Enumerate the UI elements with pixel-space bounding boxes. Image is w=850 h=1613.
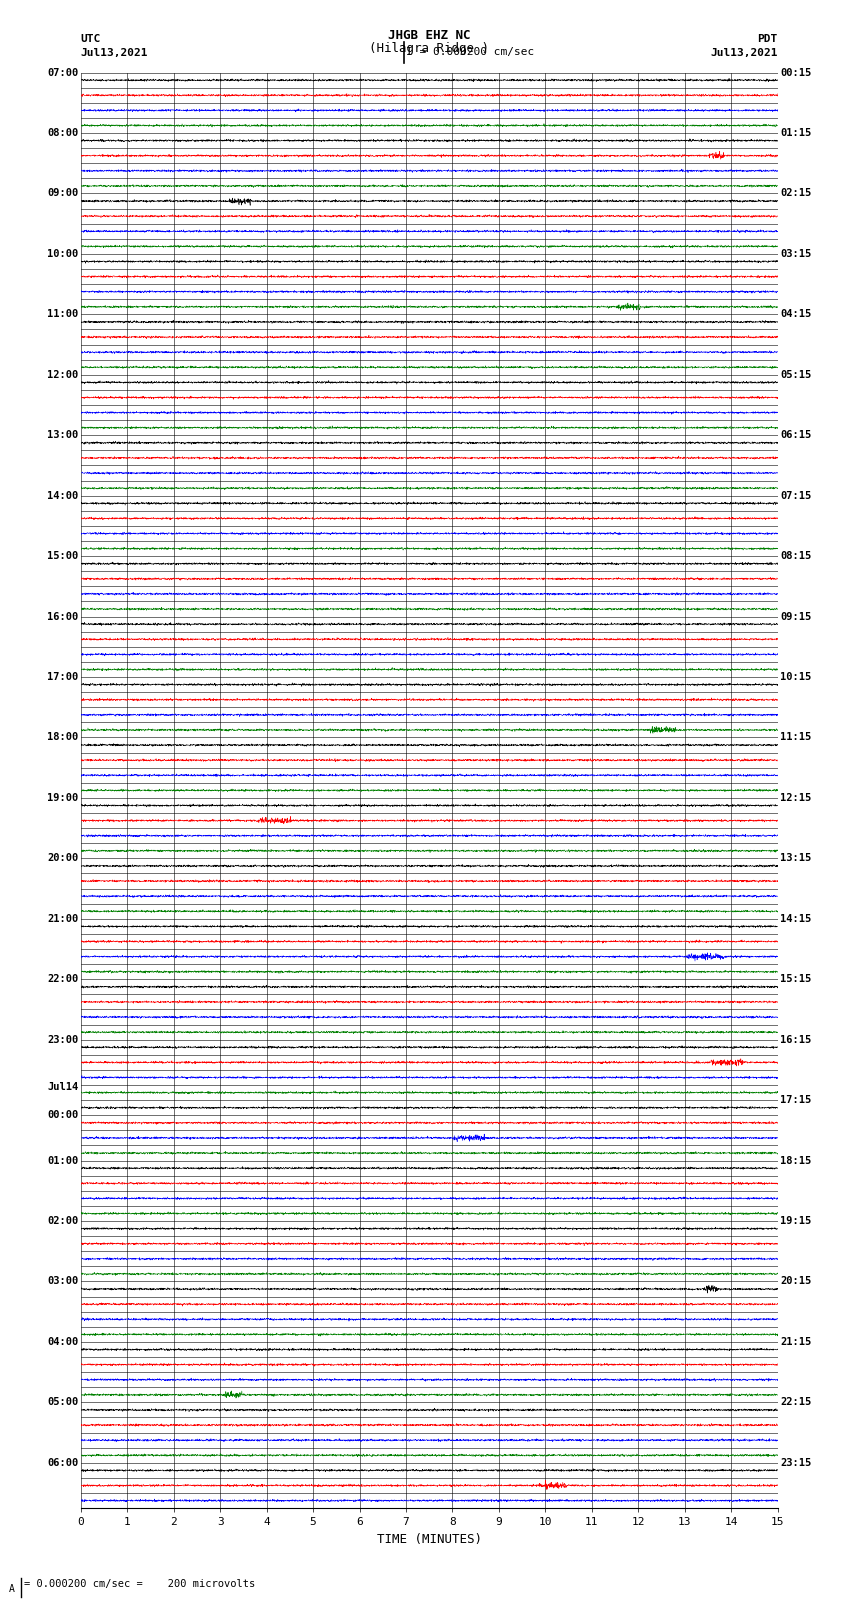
- Text: 14:00: 14:00: [47, 490, 78, 500]
- Text: 05:15: 05:15: [780, 369, 812, 379]
- Text: 06:00: 06:00: [47, 1458, 78, 1468]
- Text: Jul14: Jul14: [47, 1082, 78, 1092]
- Text: 13:00: 13:00: [47, 431, 78, 440]
- Text: 17:00: 17:00: [47, 673, 78, 682]
- Text: I = 0.000200 cm/sec: I = 0.000200 cm/sec: [406, 47, 535, 56]
- Text: 20:15: 20:15: [780, 1276, 812, 1287]
- Text: 06:15: 06:15: [780, 431, 812, 440]
- Text: 23:15: 23:15: [780, 1458, 812, 1468]
- Text: 20:00: 20:00: [47, 853, 78, 863]
- Text: 02:15: 02:15: [780, 189, 812, 198]
- Text: 09:00: 09:00: [47, 189, 78, 198]
- X-axis label: TIME (MINUTES): TIME (MINUTES): [377, 1532, 482, 1545]
- Text: JHGB EHZ NC: JHGB EHZ NC: [388, 29, 471, 42]
- Text: 15:00: 15:00: [47, 552, 78, 561]
- Text: 23:00: 23:00: [47, 1034, 78, 1045]
- Text: Jul13,2021: Jul13,2021: [81, 48, 148, 58]
- Text: 01:00: 01:00: [47, 1155, 78, 1166]
- Text: 01:15: 01:15: [780, 127, 812, 139]
- Text: PDT: PDT: [757, 34, 778, 44]
- Text: 19:00: 19:00: [47, 794, 78, 803]
- Text: 11:00: 11:00: [47, 310, 78, 319]
- Text: Jul13,2021: Jul13,2021: [711, 48, 778, 58]
- Text: 04:00: 04:00: [47, 1337, 78, 1347]
- Text: UTC: UTC: [81, 34, 101, 44]
- Text: 00:00: 00:00: [47, 1110, 78, 1121]
- Text: 08:00: 08:00: [47, 127, 78, 139]
- Text: 11:15: 11:15: [780, 732, 812, 742]
- Text: 10:00: 10:00: [47, 248, 78, 260]
- Text: 07:00: 07:00: [47, 68, 78, 77]
- Text: (Hilagra Ridge ): (Hilagra Ridge ): [369, 42, 490, 55]
- Text: = 0.000200 cm/sec =    200 microvolts: = 0.000200 cm/sec = 200 microvolts: [24, 1579, 255, 1589]
- Text: 00:15: 00:15: [780, 68, 812, 77]
- Text: 16:00: 16:00: [47, 611, 78, 621]
- Text: 22:00: 22:00: [47, 974, 78, 984]
- Text: A: A: [8, 1584, 14, 1594]
- Text: 21:00: 21:00: [47, 915, 78, 924]
- Text: 04:15: 04:15: [780, 310, 812, 319]
- Text: 03:15: 03:15: [780, 248, 812, 260]
- Text: 14:15: 14:15: [780, 915, 812, 924]
- Text: 22:15: 22:15: [780, 1397, 812, 1408]
- Text: 05:00: 05:00: [47, 1397, 78, 1408]
- Text: 13:15: 13:15: [780, 853, 812, 863]
- Text: 02:00: 02:00: [47, 1216, 78, 1226]
- Text: 12:00: 12:00: [47, 369, 78, 379]
- Text: 19:15: 19:15: [780, 1216, 812, 1226]
- Text: 07:15: 07:15: [780, 490, 812, 500]
- Text: 17:15: 17:15: [780, 1095, 812, 1105]
- Text: 10:15: 10:15: [780, 673, 812, 682]
- Text: 09:15: 09:15: [780, 611, 812, 621]
- Text: 15:15: 15:15: [780, 974, 812, 984]
- Text: 08:15: 08:15: [780, 552, 812, 561]
- Text: 21:15: 21:15: [780, 1337, 812, 1347]
- Text: 12:15: 12:15: [780, 794, 812, 803]
- Text: 18:15: 18:15: [780, 1155, 812, 1166]
- Text: 16:15: 16:15: [780, 1034, 812, 1045]
- Text: 03:00: 03:00: [47, 1276, 78, 1287]
- Text: 18:00: 18:00: [47, 732, 78, 742]
